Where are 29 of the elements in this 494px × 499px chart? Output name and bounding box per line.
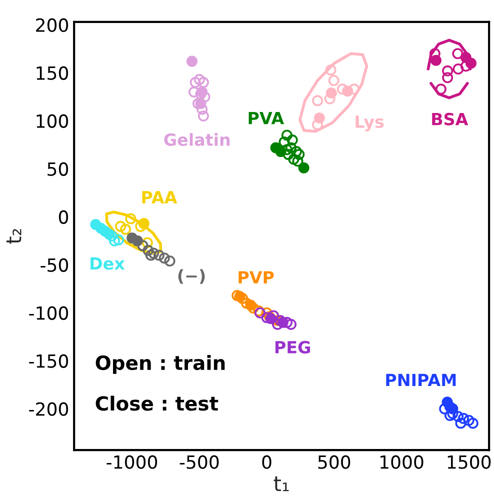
series-label: PAA: [142, 191, 178, 204]
series-label: Gelatin: [164, 133, 230, 146]
annotation: Open : train: [96, 355, 225, 374]
series-label: Lys: [356, 116, 384, 132]
series-label: PVA: [248, 112, 284, 124]
series-label: BSA: [432, 112, 468, 126]
y-tick-label: 50: [48, 162, 68, 176]
series-label: Dex: [90, 257, 125, 270]
y-tick-label: 0: [58, 210, 68, 224]
x-tick-label: 0: [262, 455, 272, 469]
x-axis-title: t₁: [274, 476, 289, 492]
y-tick-label: -100: [29, 306, 68, 320]
y-tick-label: 100: [36, 114, 68, 128]
annotation: Close : test: [96, 396, 218, 411]
series-label: PVP: [238, 271, 274, 284]
series-label: (−): [178, 269, 205, 284]
y-tick-label: -50: [40, 258, 68, 272]
x-tick-label: -1000: [106, 455, 158, 469]
x-tick-label: 500: [318, 455, 350, 469]
y-tick-label: -150: [29, 354, 68, 368]
x-tick-label: -500: [180, 455, 219, 469]
x-tick-label: 1500: [448, 455, 491, 469]
series-label: PEG: [275, 340, 310, 354]
y-tick-label: 200: [36, 18, 68, 32]
x-tick-label: 1000: [380, 455, 424, 469]
y-tick-label: 150: [36, 66, 68, 80]
series-label: PNIPAM: [386, 374, 456, 386]
y-tick-label: -200: [29, 402, 68, 416]
y-axis-title: t₂: [6, 229, 22, 244]
